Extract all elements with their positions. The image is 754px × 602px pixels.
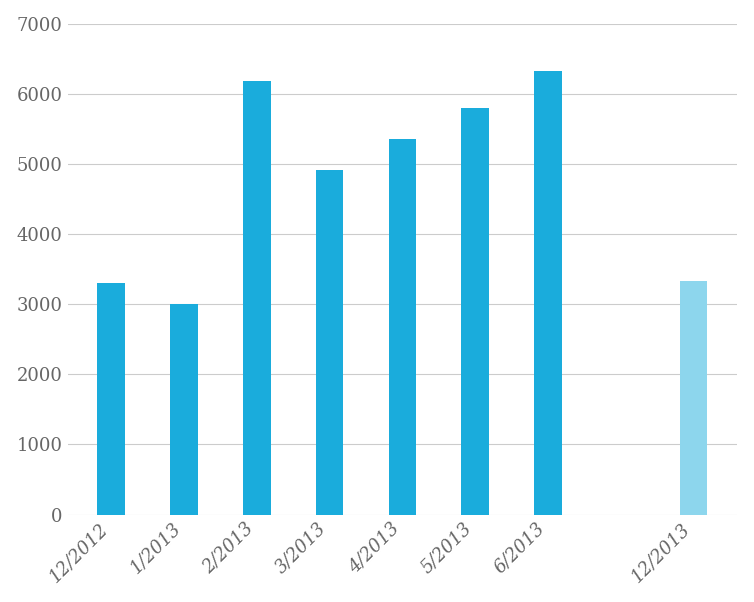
Bar [97, 283, 125, 515]
Bar [534, 70, 562, 515]
Bar [243, 81, 271, 515]
Bar [316, 170, 344, 515]
Bar [680, 281, 707, 515]
Bar [388, 140, 416, 515]
Bar [461, 108, 489, 515]
Bar [170, 304, 198, 515]
